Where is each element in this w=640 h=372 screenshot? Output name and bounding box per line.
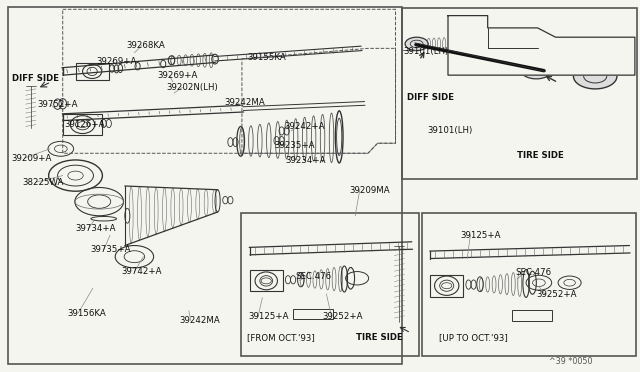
Text: 39242MA: 39242MA — [224, 98, 265, 107]
Text: DIFF SIDE: DIFF SIDE — [12, 74, 58, 83]
Text: [UP TO OCT.'93]: [UP TO OCT.'93] — [439, 333, 508, 342]
Bar — [422, 213, 636, 356]
Bar — [512, 310, 552, 321]
Polygon shape — [448, 16, 635, 75]
Bar — [8, 7, 402, 364]
Text: 39209+A: 39209+A — [12, 154, 52, 163]
Text: DIFF SIDE: DIFF SIDE — [407, 93, 454, 102]
Text: 39734+A: 39734+A — [76, 224, 116, 233]
Text: 39156KA: 39156KA — [67, 309, 106, 318]
Bar — [63, 114, 102, 135]
Text: SEC.476: SEC.476 — [296, 272, 332, 280]
Text: 39234+A: 39234+A — [285, 156, 326, 165]
Text: 39735+A: 39735+A — [91, 246, 131, 254]
Text: 39269+A: 39269+A — [157, 71, 198, 80]
Text: 39155KA: 39155KA — [247, 53, 286, 62]
Text: 39235+A: 39235+A — [274, 141, 314, 150]
Text: 39252+A: 39252+A — [323, 312, 363, 321]
Circle shape — [405, 37, 428, 51]
Bar — [293, 309, 333, 319]
Bar — [430, 275, 463, 297]
Circle shape — [520, 60, 552, 79]
Text: 39125+A: 39125+A — [461, 231, 501, 240]
Text: ^39 *0050: ^39 *0050 — [549, 357, 593, 366]
Text: 39242+A: 39242+A — [285, 122, 325, 131]
Text: SEC.476: SEC.476 — [515, 268, 551, 277]
Text: 39125+A: 39125+A — [248, 312, 289, 321]
Bar — [402, 8, 637, 179]
Text: 39252+A: 39252+A — [536, 290, 577, 299]
Text: 39126+A: 39126+A — [64, 121, 104, 129]
Text: TIRE SIDE: TIRE SIDE — [517, 151, 564, 160]
Bar — [241, 213, 419, 356]
Text: [FROM OCT.'93]: [FROM OCT.'93] — [247, 333, 315, 342]
Text: 39101(LH): 39101(LH) — [428, 126, 473, 135]
Text: 39268KA: 39268KA — [126, 41, 165, 50]
Bar — [76, 63, 109, 80]
Text: 39269+A: 39269+A — [96, 57, 136, 65]
Text: 39202N(LH): 39202N(LH) — [166, 83, 218, 92]
Text: TIRE SIDE: TIRE SIDE — [356, 333, 403, 342]
Text: 39209MA: 39209MA — [349, 186, 390, 195]
Text: 39101(LH): 39101(LH) — [403, 47, 449, 56]
Text: 39742+A: 39742+A — [122, 267, 162, 276]
Text: 39752+A: 39752+A — [37, 100, 77, 109]
Circle shape — [573, 64, 617, 89]
Text: 39242MA: 39242MA — [179, 316, 220, 325]
Bar — [250, 270, 283, 291]
Text: 38225WA: 38225WA — [22, 178, 64, 187]
